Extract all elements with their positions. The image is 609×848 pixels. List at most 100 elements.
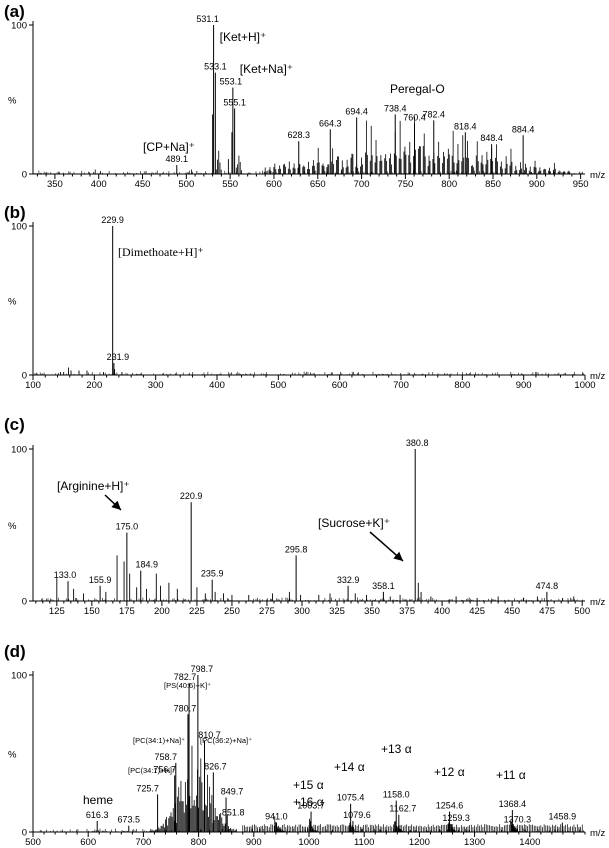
peak-label: 220.9 bbox=[180, 491, 203, 501]
x-tick-label: 400 bbox=[434, 606, 450, 617]
x-tick-label: 225 bbox=[189, 606, 205, 617]
isotope-cluster bbox=[316, 147, 320, 174]
peak-label: 229.9 bbox=[101, 215, 124, 225]
x-tick-label: 1400 bbox=[519, 837, 540, 848]
x-tick-label: 500 bbox=[25, 837, 41, 848]
x-axis-label: m/z bbox=[590, 371, 606, 382]
peak-label: 1368.4 bbox=[499, 799, 527, 809]
isotope-cluster bbox=[365, 120, 368, 174]
peak-label: 694.4 bbox=[345, 106, 368, 116]
peak-label: 358.1 bbox=[372, 581, 395, 591]
isotope-cluster bbox=[350, 153, 354, 174]
isotope-cluster bbox=[398, 120, 402, 174]
x-tick-label: 900 bbox=[516, 380, 532, 391]
noise-baseline bbox=[34, 597, 584, 601]
peak-label: 332.9 bbox=[337, 575, 360, 585]
isotope-cluster bbox=[519, 162, 522, 174]
peak-label: 848.4 bbox=[480, 133, 503, 143]
x-tick-label: 250 bbox=[224, 606, 240, 617]
isotope-cluster bbox=[283, 163, 286, 174]
isotope-cluster bbox=[451, 130, 455, 174]
annotation: [Arginine+H]⁺ bbox=[57, 479, 130, 493]
panel-label: (a) bbox=[4, 2, 25, 21]
isotope-cluster bbox=[504, 156, 508, 174]
isotope-cluster bbox=[345, 159, 349, 174]
isotope-cluster bbox=[538, 167, 542, 174]
peak-label: 616.3 bbox=[86, 810, 109, 820]
isotope-cluster bbox=[461, 135, 465, 174]
y-axis-label: % bbox=[8, 521, 17, 532]
x-tick-label: 500 bbox=[270, 380, 286, 391]
isotope-cluster bbox=[393, 131, 397, 174]
y-tick-label: 0 bbox=[22, 371, 27, 382]
annotation: Peregal-O bbox=[390, 82, 445, 96]
isotope-cluster bbox=[263, 167, 267, 174]
peak-label: 235.9 bbox=[201, 569, 224, 579]
x-tick-label: 200 bbox=[154, 606, 170, 617]
isotope-cluster bbox=[514, 165, 518, 174]
isotope-cluster bbox=[374, 139, 378, 174]
isotope-cluster bbox=[379, 155, 383, 174]
x-tick-label: 600 bbox=[266, 179, 282, 190]
x-tick-label: 375 bbox=[399, 606, 415, 617]
isotope-cluster bbox=[524, 163, 527, 174]
peak-label: 782.4 bbox=[423, 109, 446, 119]
isotope-cluster bbox=[475, 141, 479, 174]
peak-label: 851.8 bbox=[222, 808, 245, 818]
x-tick-label: 450 bbox=[135, 179, 151, 190]
annotation: +16 α bbox=[293, 795, 324, 809]
x-tick-label: 1000 bbox=[574, 380, 595, 391]
annotation: [Dimethoate+H]⁺ bbox=[118, 245, 204, 259]
isotope-cluster bbox=[543, 168, 547, 174]
x-tick-label: 400 bbox=[91, 179, 107, 190]
isotope-cluster bbox=[389, 153, 392, 174]
peak-label: 531.1 bbox=[196, 14, 219, 24]
peak-label: 1162.7 bbox=[389, 804, 416, 814]
x-tick-label: 800 bbox=[191, 837, 207, 848]
peak-label: 628.3 bbox=[287, 130, 310, 140]
x-tick-label: 275 bbox=[259, 606, 275, 617]
x-tick-label: 550 bbox=[222, 179, 238, 190]
isotope-cluster bbox=[528, 166, 532, 174]
x-tick-label: 175 bbox=[119, 606, 135, 617]
peak-label: 155.9 bbox=[89, 575, 112, 585]
x-tick-label: 950 bbox=[573, 179, 589, 190]
annotation: [Sucrose+K]⁺ bbox=[318, 516, 390, 530]
isotope-cluster bbox=[234, 155, 244, 174]
peak-label: 1254.6 bbox=[436, 801, 464, 811]
panel-c: (c) 0 100% 125 150 175 200 225 250 275 300 325 350 37… bbox=[4, 415, 606, 617]
peak-label: 1075.4 bbox=[337, 793, 365, 803]
peak-label: 760.4 bbox=[403, 112, 426, 122]
isotope-cluster bbox=[509, 148, 513, 174]
x-tick-label: 600 bbox=[80, 837, 96, 848]
peak-label: 884.4 bbox=[512, 124, 535, 134]
peak-label: 673.5 bbox=[118, 815, 141, 825]
annotation-arrows bbox=[104, 494, 404, 562]
annotation: +14 α bbox=[334, 760, 365, 774]
isotope-cluster bbox=[384, 154, 388, 174]
peak-label: 555.1 bbox=[223, 97, 246, 107]
peak-label: 533.1 bbox=[204, 62, 227, 72]
peak-label: 738.4 bbox=[384, 103, 407, 113]
annotation: [PC(34:1)+Na]⁺ bbox=[133, 736, 185, 745]
x-tick-label: 150 bbox=[84, 606, 100, 617]
y-tick-label: 0 bbox=[22, 597, 27, 608]
x-tick-label: 700 bbox=[135, 837, 151, 848]
peak-label: 175.0 bbox=[116, 522, 139, 532]
peak-label: 849.7 bbox=[221, 786, 244, 796]
annotation: +11 α bbox=[496, 768, 526, 782]
x-tick-label: 400 bbox=[209, 380, 225, 391]
isotope-cluster bbox=[321, 163, 325, 174]
x-tick-label: 450 bbox=[504, 606, 520, 617]
x-tick-label: 900 bbox=[246, 837, 262, 848]
panel-label: (d) bbox=[4, 642, 26, 661]
annotation: [Ket+H]⁺ bbox=[220, 30, 267, 44]
peak-label: 941.0 bbox=[265, 812, 288, 822]
isotope-cluster bbox=[268, 167, 272, 174]
x-tick-label: 100 bbox=[25, 380, 41, 391]
isotope-cluster bbox=[499, 161, 503, 174]
panel-a: (a) 0 100% 350 400 450 500 550 600 650 700 750 800 85… bbox=[4, 2, 606, 190]
x-tick-label: 1200 bbox=[409, 837, 430, 848]
x-tick-label: 850 bbox=[485, 179, 501, 190]
isotope-cluster bbox=[312, 160, 315, 174]
